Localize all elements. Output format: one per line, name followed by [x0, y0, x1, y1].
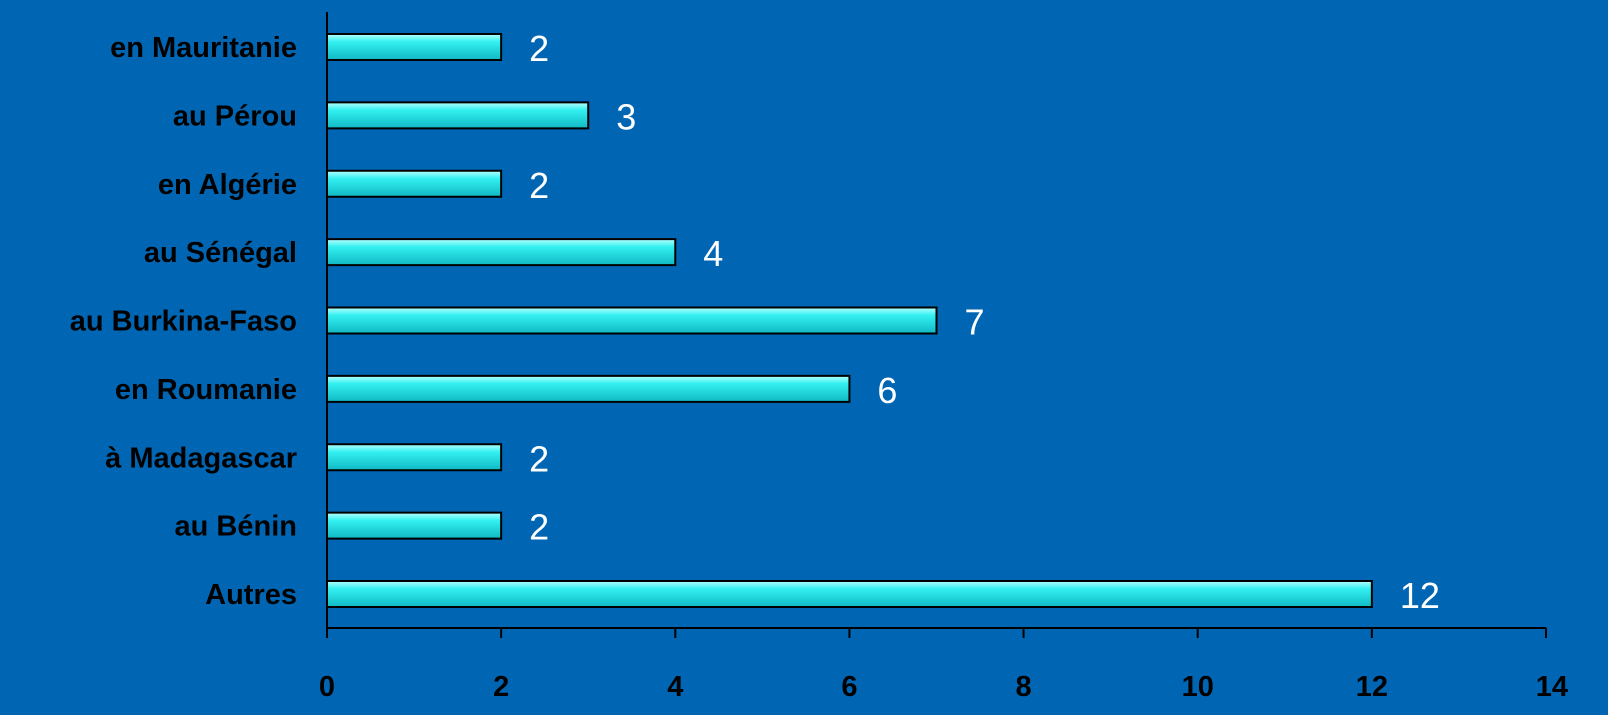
bar-autres — [326, 580, 1373, 608]
bar-a-madagascar — [326, 443, 503, 472]
category-label-a-madagascar: à Madagascar — [105, 442, 297, 474]
bar-au-perou — [326, 101, 590, 130]
x-tick-label-4: 4 — [667, 671, 683, 703]
bar-au-burkina-faso — [326, 306, 938, 335]
bar-au-benin — [326, 511, 503, 540]
category-label-au-burkina-faso: au Burkina-Faso — [70, 306, 297, 338]
data-label-au-burkina-faso: 7 — [965, 302, 985, 343]
data-label-au-senegal: 4 — [703, 233, 723, 274]
data-label-a-madagascar: 2 — [529, 438, 549, 479]
bars-group — [326, 33, 1373, 608]
bar-en-roumanie — [326, 374, 851, 403]
x-tick-label-12: 12 — [1356, 671, 1388, 703]
data-label-en-mauritanie: 2 — [529, 28, 549, 69]
bar-en-mauritanie — [326, 33, 503, 61]
category-label-au-benin: au Bénin — [175, 511, 297, 543]
category-label-en-roumanie: en Roumanie — [115, 374, 297, 406]
category-label-au-perou: au Pérou — [173, 100, 297, 132]
data-label-au-perou: 3 — [616, 96, 636, 137]
category-label-en-mauritanie: en Mauritanie — [110, 32, 297, 64]
x-tick-label-2: 2 — [493, 671, 509, 703]
labels-group: en Mauritanie 2 au Pérou 3 en Algérie 2 au Sén… — [70, 28, 1568, 703]
x-tick-label-6: 6 — [841, 671, 857, 703]
data-label-autres: 12 — [1400, 575, 1440, 616]
x-tick-label-14: 14 — [1536, 671, 1568, 703]
axes-group — [326, 12, 1547, 638]
bar-au-senegal — [326, 238, 677, 267]
x-tick-label-0: 0 — [319, 671, 335, 703]
x-tick-label-8: 8 — [1016, 671, 1032, 703]
category-label-autres: Autres — [205, 579, 297, 611]
data-label-au-benin: 2 — [529, 507, 549, 548]
data-label-en-algerie: 2 — [529, 165, 549, 206]
category-label-au-senegal: au Sénégal — [144, 237, 297, 269]
bar-en-algerie — [326, 169, 503, 198]
x-tick-label-10: 10 — [1182, 671, 1214, 703]
data-label-en-roumanie: 6 — [877, 370, 897, 411]
category-label-en-algerie: en Algérie — [158, 169, 297, 201]
